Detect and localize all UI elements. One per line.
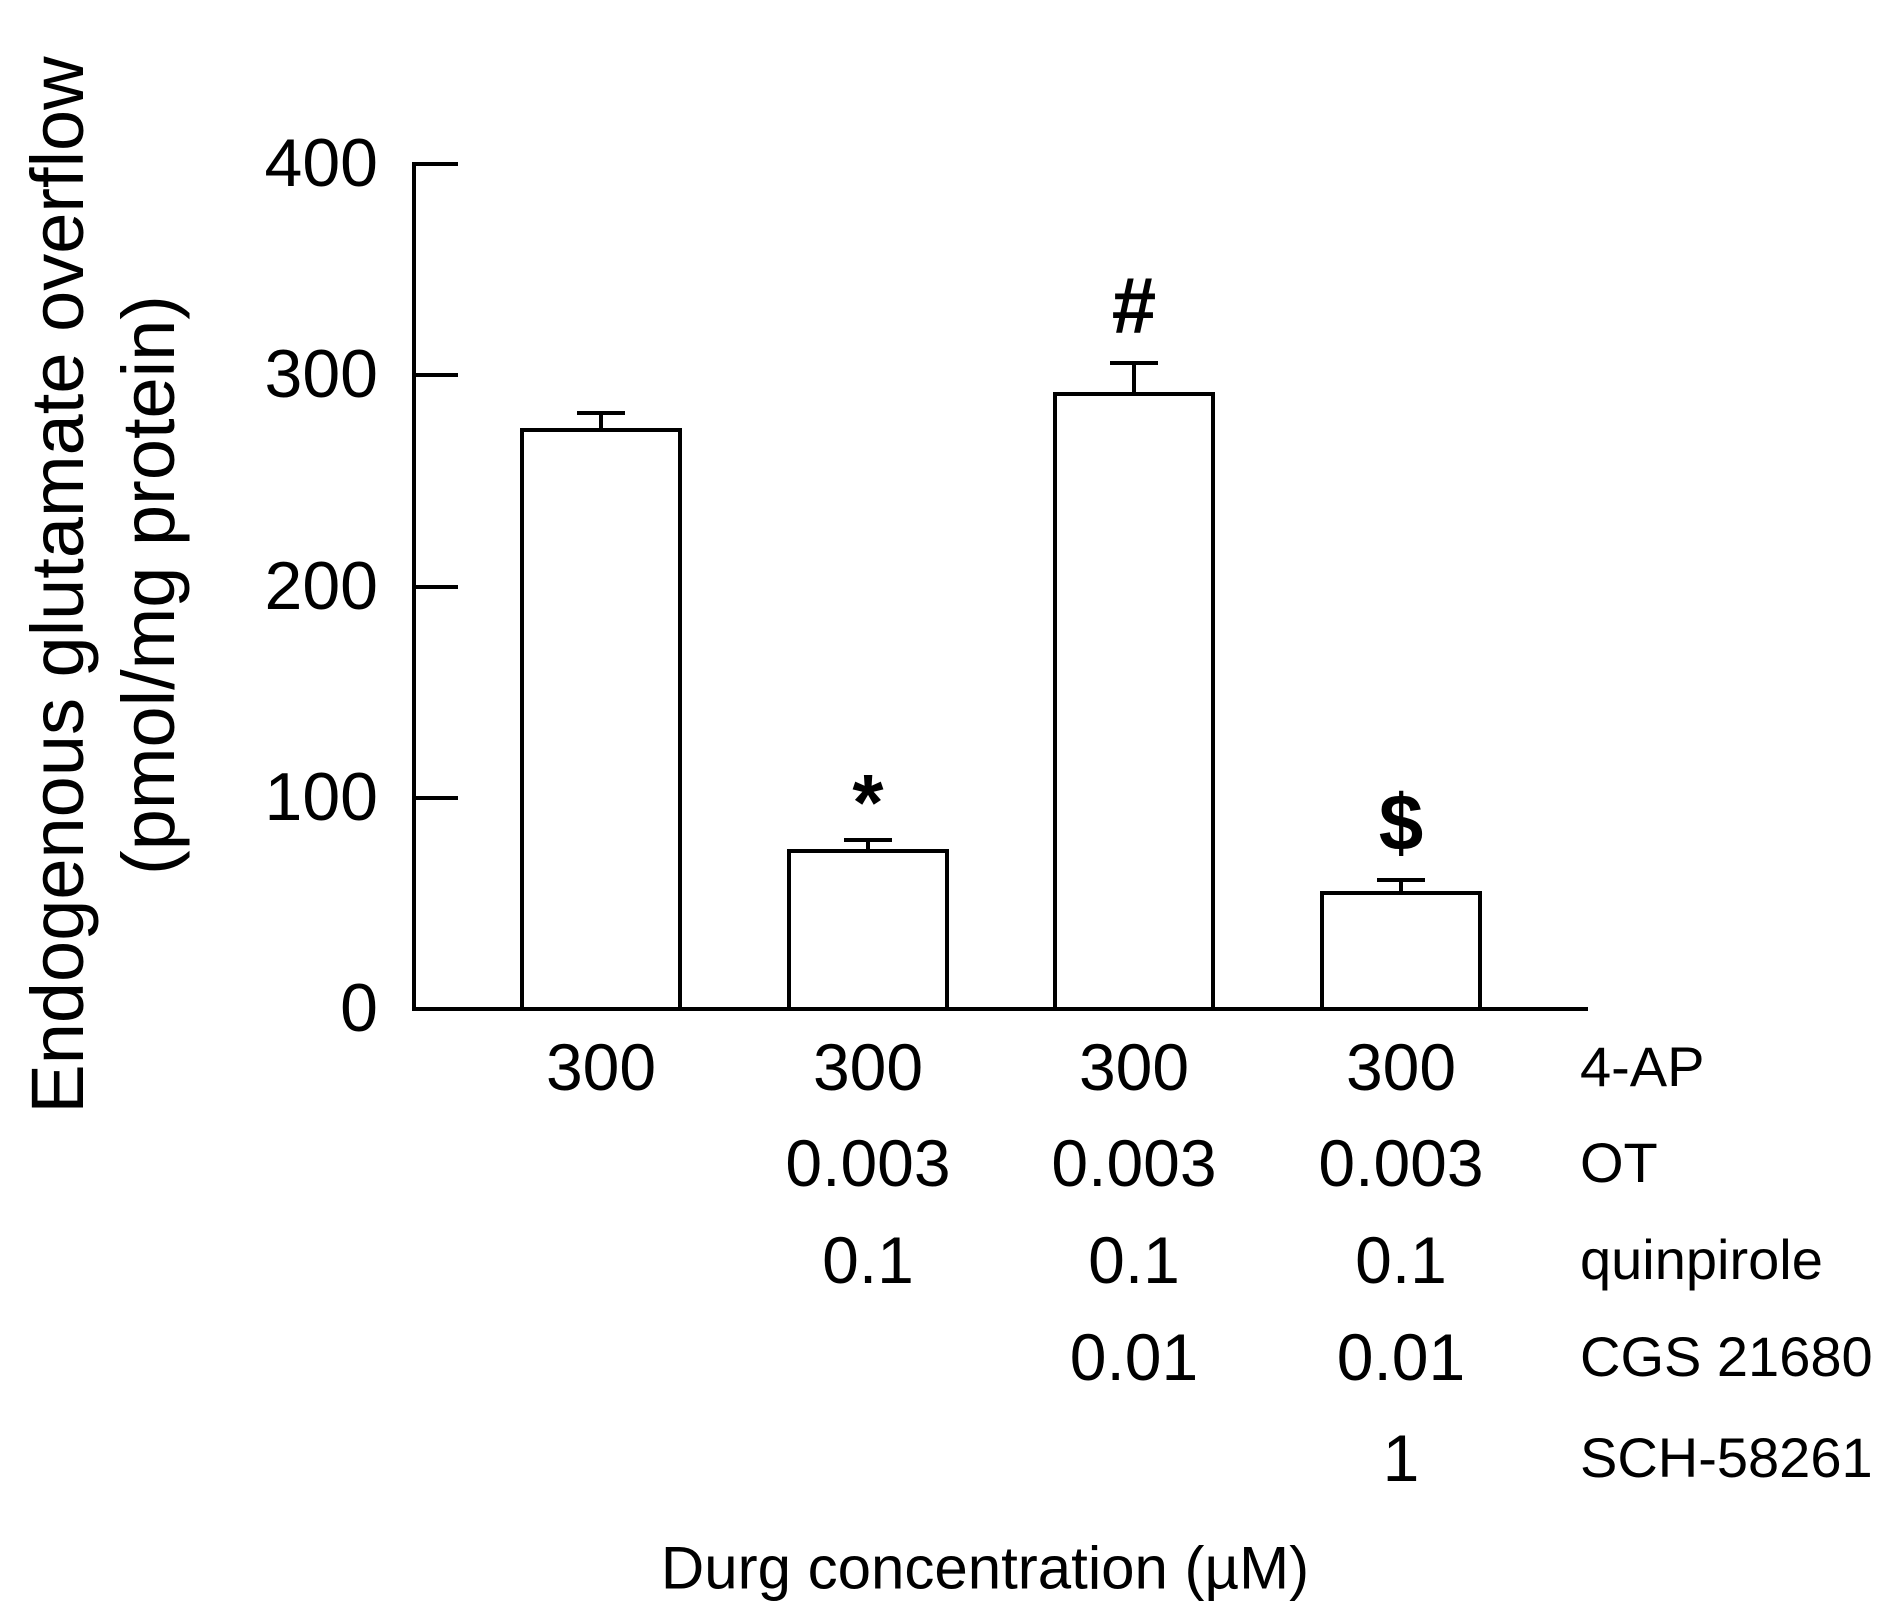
concentration-value-r4-c3: 0.01 (1069, 1320, 1199, 1394)
concentration-value-r1-c2: 300 (812, 1030, 924, 1104)
error-bar-stem-3 (1132, 361, 1136, 392)
concentration-value-r1-c1: 300 (545, 1030, 657, 1104)
error-bar-cap-4 (1377, 878, 1425, 882)
drug-name-quinpirole: quinpirole (1580, 1228, 1823, 1291)
y-tick-label-200: 200 (264, 548, 378, 624)
bar-4 (1320, 891, 1482, 1011)
concentration-value-r3-c4: 0.1 (1355, 1223, 1447, 1297)
error-bar-stem-2 (866, 838, 870, 849)
concentration-value-r4-c4: 0.01 (1336, 1320, 1466, 1394)
error-bar-cap-3 (1110, 361, 1158, 365)
bar-3 (1053, 392, 1215, 1011)
drug-name-cgs-21680: CGS 21680 (1580, 1325, 1873, 1388)
drug-name-sch-58261: SCH-58261 (1580, 1426, 1873, 1489)
error-bar-stem-1 (599, 411, 603, 428)
bar-2 (787, 849, 949, 1011)
error-bar-stem-4 (1399, 878, 1403, 891)
concentration-value-r1-c3: 300 (1078, 1030, 1190, 1104)
y-tick-label-400: 400 (264, 125, 378, 201)
concentration-value-r3-c3: 0.1 (1088, 1223, 1180, 1297)
concentration-value-r2-c4: 0.003 (1318, 1126, 1484, 1200)
concentration-value-r2-c3: 0.003 (1051, 1126, 1217, 1200)
drug-name-4-ap: 4-AP (1580, 1035, 1705, 1098)
y-tick-mark-200 (412, 585, 458, 589)
x-axis-title: Durg concentration (µM) (660, 1534, 1310, 1602)
y-tick-mark-300 (412, 373, 458, 377)
bar-1 (520, 428, 682, 1011)
y-tick-label-0: 0 (340, 970, 378, 1046)
y-axis-title-line1: Endogenous glutamate overflow (16, 56, 99, 1114)
drug-name-ot: OT (1580, 1131, 1658, 1194)
significance-annotation-2: * (852, 758, 884, 847)
significance-annotation-3: # (1111, 261, 1157, 350)
concentration-value-r2-c2: 0.003 (785, 1126, 951, 1200)
significance-annotation-4: $ (1378, 778, 1424, 867)
error-bar-cap-1 (577, 411, 625, 415)
y-tick-label-300: 300 (264, 336, 378, 412)
concentration-value-r3-c2: 0.1 (822, 1223, 914, 1297)
y-tick-mark-400 (412, 162, 458, 166)
error-bar-cap-2 (844, 838, 892, 842)
y-tick-mark-100 (412, 796, 458, 800)
concentration-value-r5-c4: 1 (1382, 1421, 1420, 1495)
concentration-value-r1-c4: 300 (1345, 1030, 1457, 1104)
y-tick-label-100: 100 (264, 759, 378, 835)
x-axis-line (412, 1007, 1588, 1011)
